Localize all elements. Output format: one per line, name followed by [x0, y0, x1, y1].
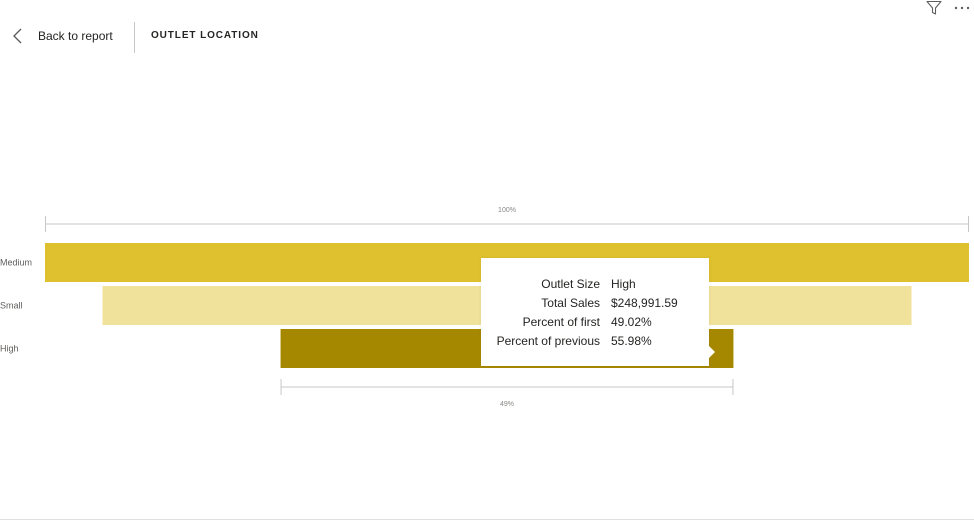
- tooltip-value: High: [611, 277, 636, 291]
- tooltip-pointer: [709, 346, 715, 358]
- tooltip-key: Total Sales: [541, 296, 600, 310]
- category-label: High: [0, 344, 19, 354]
- tooltip-key: Percent of previous: [496, 334, 600, 348]
- top-percent-label: 100%: [498, 207, 516, 214]
- bottom-border: [0, 519, 974, 520]
- tooltip-value: 49.02%: [611, 315, 652, 329]
- page-title: OUTLET LOCATION: [151, 30, 259, 41]
- chevron-left-icon: [13, 28, 22, 44]
- header: Back to report OUTLET LOCATION: [0, 0, 974, 54]
- category-label: Medium: [0, 258, 32, 268]
- tooltip-row: Percent of first 49.02%: [481, 314, 709, 333]
- back-to-report-button[interactable]: Back to report: [10, 24, 113, 48]
- tooltip-value: 55.98%: [611, 334, 652, 348]
- tooltip-key: Outlet Size: [541, 277, 600, 291]
- tooltip-row: Total Sales $248,991.59: [481, 295, 709, 314]
- more-options-icon[interactable]: [952, 1, 972, 13]
- data-tooltip: Outlet Size High Total Sales $248,991.59…: [481, 258, 715, 366]
- tooltip-row: Outlet Size High: [481, 276, 709, 295]
- tooltip-value: $248,991.59: [611, 296, 678, 310]
- filter-icon[interactable]: [925, 0, 943, 16]
- category-label: Small: [0, 301, 23, 311]
- tooltip-key: Percent of first: [522, 315, 600, 329]
- bottom-percent-label: 49%: [500, 401, 514, 408]
- header-divider: [134, 22, 135, 53]
- back-to-report-label: Back to report: [38, 29, 113, 43]
- tooltip-row: Percent of previous 55.98%: [481, 333, 709, 352]
